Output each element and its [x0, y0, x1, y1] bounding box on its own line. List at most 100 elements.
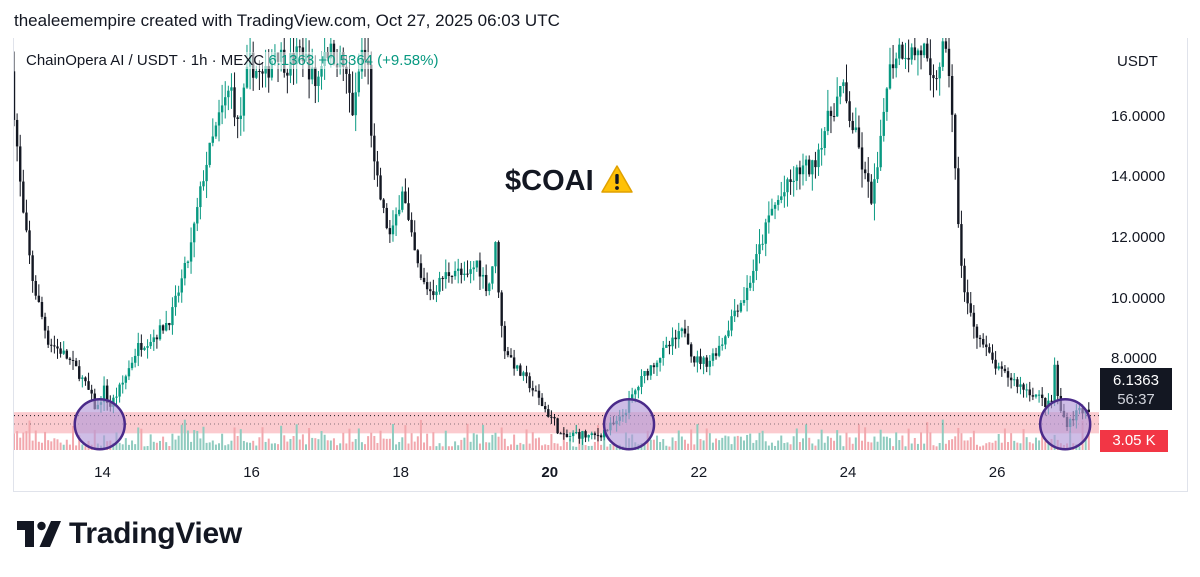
candle-body — [463, 273, 466, 275]
volume-bar — [718, 440, 721, 450]
candle-body — [19, 146, 22, 182]
candle-body — [444, 272, 447, 280]
candle-body — [22, 181, 25, 213]
candle-body — [891, 64, 895, 69]
candle-body — [708, 360, 712, 367]
candle-body — [224, 97, 227, 106]
candle-body — [15, 119, 19, 147]
candle-body — [525, 372, 528, 377]
candle-body — [839, 86, 842, 97]
volume-bar — [954, 436, 957, 450]
volume-bar — [587, 446, 590, 450]
volume-bar — [1003, 428, 1006, 450]
volume-bar — [143, 446, 146, 450]
volume-bar — [488, 442, 491, 450]
candle-body — [559, 433, 562, 435]
volume-bar — [873, 436, 876, 450]
volume-bar — [168, 446, 171, 450]
chart-attribution: thealeemempire created with TradingView.… — [14, 11, 560, 30]
volume-bar — [920, 432, 923, 450]
candle-body — [227, 90, 230, 98]
volume-bar — [174, 439, 177, 450]
volume-bar — [385, 438, 388, 450]
volume-bar — [16, 431, 19, 450]
volume-bar — [503, 438, 506, 450]
volume-bar — [972, 430, 975, 450]
candle-body — [898, 44, 901, 59]
volume-bar — [1000, 442, 1003, 450]
candle-body — [857, 127, 861, 148]
volume-bar — [861, 440, 864, 450]
candle-body — [540, 397, 544, 407]
candle-body — [932, 75, 935, 79]
symbol-legend[interactable]: ChainOpera AI / USDT · 1h · MEXC 6.1363 … — [24, 52, 441, 69]
volume-bar — [721, 437, 724, 450]
chart-area[interactable] — [13, 38, 1188, 492]
candle-body — [441, 277, 444, 280]
candle-body — [910, 47, 913, 60]
candle-body — [239, 115, 242, 120]
candle-body — [155, 337, 159, 340]
volume-bar — [227, 444, 230, 450]
volume-bar — [214, 444, 217, 450]
volume-bar — [407, 443, 410, 450]
volume-bar — [711, 442, 714, 450]
volume-bar — [404, 425, 407, 450]
candle-body — [214, 125, 218, 137]
candle-body — [522, 372, 525, 376]
volume-bar — [72, 425, 75, 450]
volume-bar — [37, 441, 40, 450]
volume-bar — [146, 446, 149, 450]
candle-body — [90, 389, 93, 394]
volume-bar — [180, 424, 183, 450]
candle-body — [165, 323, 168, 331]
candle-body — [401, 191, 404, 210]
volume-bar — [429, 446, 432, 450]
candle-body — [941, 41, 944, 67]
candle-body — [981, 339, 985, 345]
volume-bar — [373, 435, 376, 450]
candle-body — [919, 50, 923, 56]
volume-bar — [218, 443, 221, 450]
candle-body — [494, 242, 497, 267]
candle-body — [168, 323, 171, 326]
volume-bar — [680, 436, 683, 450]
candle-body — [668, 344, 671, 347]
volume-bar — [261, 427, 264, 450]
candle-body — [693, 356, 696, 363]
candle-body — [208, 142, 211, 165]
volume-bar — [537, 437, 540, 450]
price-chart[interactable] — [14, 38, 1189, 492]
volume-bar — [1044, 441, 1047, 450]
candle-body — [491, 266, 494, 284]
volume-bar — [687, 443, 690, 450]
symbol-name[interactable]: ChainOpera AI / USDT · 1h · MEXC — [26, 52, 265, 69]
price-tick-label: 8.0000 — [1111, 350, 1157, 368]
volume-bar — [907, 428, 910, 450]
volume-bar — [44, 431, 47, 450]
volume-bar — [332, 438, 335, 450]
candle-body — [14, 71, 16, 120]
price-axis-unit[interactable]: USDT — [1117, 53, 1158, 70]
candle-body — [969, 303, 972, 313]
candle-body — [1009, 377, 1013, 381]
volume-bar — [665, 445, 668, 450]
volume-bar — [811, 443, 814, 450]
volume-bar — [845, 432, 848, 450]
last-price-value: 6.1363 — [1113, 372, 1159, 389]
volume-bar — [239, 429, 242, 450]
volume-bar — [1034, 437, 1037, 450]
volume-bar — [81, 444, 84, 450]
candle-body — [528, 376, 531, 389]
volume-bar — [314, 438, 317, 450]
candle-body — [196, 207, 199, 224]
tradingview-logo[interactable]: TradingView — [17, 517, 242, 551]
volume-bar — [255, 445, 258, 450]
candle-body — [537, 390, 541, 398]
volume-bar — [839, 435, 842, 450]
volume-bar — [506, 446, 509, 450]
volume-bar — [190, 441, 193, 450]
candle-body — [84, 377, 87, 382]
volume-bar — [724, 435, 727, 450]
volume-bar — [885, 436, 888, 450]
